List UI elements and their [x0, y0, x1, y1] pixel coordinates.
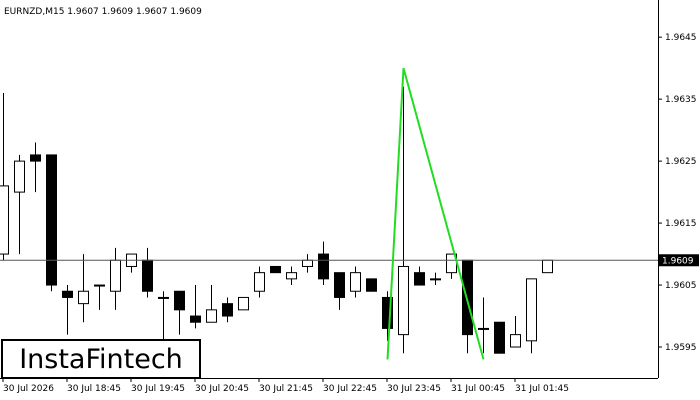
x-tick-label: 31 Jul 00:45: [451, 384, 505, 394]
candle-body: [30, 154, 41, 162]
x-tick-label: 30 Jul 22:45: [323, 384, 377, 394]
candle-body: [430, 278, 441, 281]
y-tick-label: 1.9615: [665, 219, 697, 229]
pattern-line: [386, 67, 485, 360]
y-tick-label: 1.9605: [665, 281, 697, 291]
candle-body: [254, 272, 265, 292]
x-tick-label: 30 Jul 2026: [3, 384, 54, 394]
candle-body: [46, 154, 57, 286]
x-tick-label: 30 Jul 21:45: [259, 384, 313, 394]
candle-body: [366, 278, 377, 292]
candle-body: [270, 265, 281, 274]
candle-body: [14, 160, 25, 193]
candle-body: [478, 327, 489, 330]
candle-body: [286, 272, 297, 280]
candle-body: [158, 296, 169, 299]
y-tick-label: 1.9645: [665, 33, 697, 43]
candle-body: [318, 253, 329, 280]
watermark-box: [1, 339, 201, 379]
candle-body: [238, 296, 249, 311]
x-tick-label: 31 Jul 01:45: [515, 384, 569, 394]
watermark: InstaFintech: [19, 344, 183, 375]
candle-body: [142, 259, 153, 292]
x-tick-label: 30 Jul 20:45: [195, 384, 249, 394]
candle-body: [78, 290, 89, 305]
candle-body: [398, 265, 409, 336]
candle-body: [62, 290, 73, 298]
candle-body: [206, 309, 217, 323]
y-tick-label: 1.9595: [665, 343, 697, 353]
candle-body: [190, 315, 201, 323]
candle-body: [302, 259, 313, 267]
plot-area: [0, 67, 658, 360]
candle-body: [174, 290, 185, 311]
candle-body: [542, 259, 553, 274]
candle-body: [110, 259, 121, 292]
x-tick-label: 30 Jul 19:45: [131, 384, 185, 394]
y-tick-label: 1.9635: [665, 95, 697, 105]
candle-body: [494, 321, 505, 354]
candle-body: [0, 185, 9, 255]
candle-body: [334, 272, 345, 298]
x-tick-label: 30 Jul 18:45: [67, 384, 121, 394]
chart-title: EURNZD,M15 1.9607 1.9609 1.9607 1.9609: [4, 7, 202, 17]
candle-body: [350, 272, 361, 292]
candle-body: [414, 272, 425, 286]
candle-body: [382, 296, 393, 329]
y-tick-label: 1.9625: [665, 157, 697, 167]
current-price-label: 1.9609: [662, 256, 694, 266]
candle-body: [526, 278, 537, 342]
candle-body: [222, 303, 233, 317]
current-price-box: [659, 254, 699, 267]
candle-body: [510, 334, 521, 348]
candle-body: [94, 284, 105, 287]
x-tick-label: 30 Jul 23:45: [387, 384, 441, 394]
